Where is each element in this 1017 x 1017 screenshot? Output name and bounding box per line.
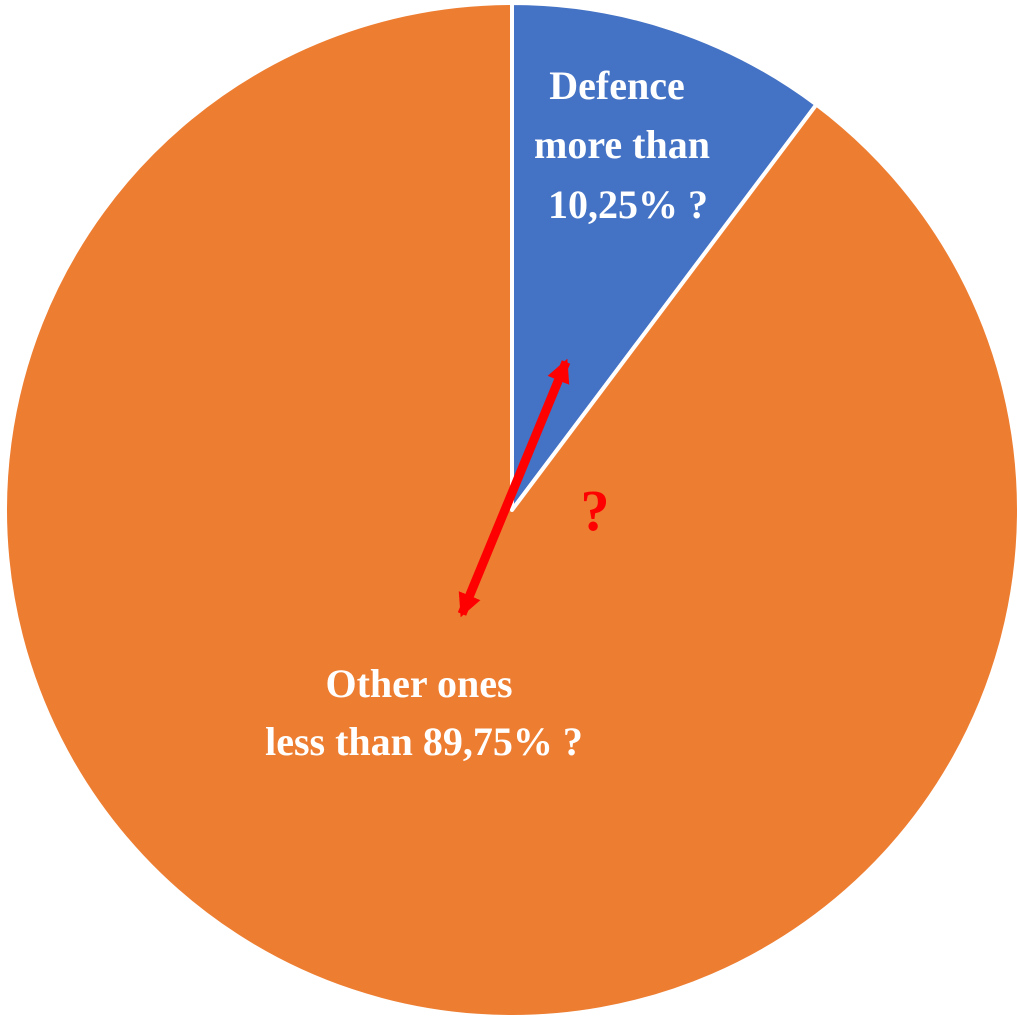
slice-label-defence-line-1: Defence bbox=[549, 63, 684, 108]
question-mark-annotation: ? bbox=[581, 478, 610, 543]
slice-label-other-line-2: less than 89,75% ? bbox=[265, 719, 583, 764]
slice-label-other-line-1: Other ones bbox=[325, 661, 512, 706]
pie-slice-defence bbox=[510, 1, 819, 512]
pie-slice-other bbox=[3, 1, 1017, 1017]
slice-label-defence-line-3: 10,25% ? bbox=[548, 182, 708, 227]
slice-label-defence-line-2: more than bbox=[534, 122, 710, 167]
double-arrow-annotation bbox=[457, 358, 571, 618]
pie-slices bbox=[3, 1, 1017, 1017]
slice-label-other: Other ones less than 89,75% ? bbox=[265, 661, 583, 764]
slice-label-defence: Defence more than 10,25% ? bbox=[534, 63, 720, 227]
